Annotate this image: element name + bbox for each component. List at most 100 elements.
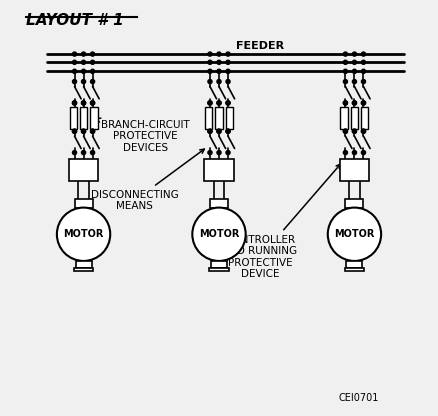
Circle shape — [208, 101, 212, 105]
Bar — [346, 198, 364, 208]
Circle shape — [217, 60, 221, 64]
Bar — [340, 159, 369, 181]
Circle shape — [343, 69, 347, 73]
Circle shape — [72, 60, 77, 64]
Circle shape — [192, 208, 246, 261]
Circle shape — [81, 52, 85, 56]
Bar — [211, 261, 227, 268]
Circle shape — [208, 79, 212, 84]
Bar — [69, 159, 98, 181]
Circle shape — [361, 129, 366, 133]
Bar — [90, 107, 98, 129]
Text: DISCONNECTING
MEANS: DISCONNECTING MEANS — [91, 149, 204, 211]
Circle shape — [226, 101, 230, 105]
Bar — [205, 107, 212, 129]
Bar — [215, 107, 223, 129]
Circle shape — [343, 129, 347, 133]
Circle shape — [361, 79, 366, 84]
Circle shape — [208, 151, 212, 155]
Circle shape — [72, 69, 77, 73]
Circle shape — [91, 52, 95, 56]
Circle shape — [208, 69, 212, 73]
Circle shape — [208, 129, 212, 133]
Circle shape — [353, 60, 357, 64]
Bar — [204, 159, 234, 181]
Circle shape — [361, 101, 366, 105]
Circle shape — [217, 101, 221, 105]
Circle shape — [353, 79, 357, 84]
Circle shape — [343, 151, 347, 155]
Text: MOTOR: MOTOR — [64, 229, 104, 239]
Circle shape — [353, 101, 357, 105]
Circle shape — [217, 129, 221, 133]
Circle shape — [226, 101, 230, 105]
Circle shape — [343, 129, 347, 133]
Circle shape — [91, 69, 95, 73]
Bar — [345, 268, 364, 271]
Circle shape — [72, 101, 77, 105]
Bar — [75, 261, 92, 268]
Circle shape — [361, 52, 366, 56]
Circle shape — [226, 129, 230, 133]
Circle shape — [91, 101, 95, 105]
Circle shape — [217, 129, 221, 133]
Circle shape — [81, 79, 85, 84]
Circle shape — [343, 79, 347, 84]
Circle shape — [91, 151, 95, 155]
Circle shape — [226, 69, 230, 73]
Circle shape — [343, 52, 347, 56]
Circle shape — [217, 151, 221, 155]
Circle shape — [72, 101, 77, 105]
Circle shape — [226, 151, 230, 155]
Circle shape — [72, 79, 77, 84]
Circle shape — [361, 69, 366, 73]
Circle shape — [72, 151, 77, 155]
Bar — [74, 268, 93, 271]
Circle shape — [353, 101, 357, 105]
Text: FEEDER: FEEDER — [236, 41, 284, 51]
Text: LAYOUT # 1: LAYOUT # 1 — [26, 13, 124, 28]
Circle shape — [208, 129, 212, 133]
Circle shape — [361, 60, 366, 64]
Circle shape — [91, 101, 95, 105]
Text: BRANCH-CIRCUIT
PROTECTIVE
DEVICES: BRANCH-CIRCUIT PROTECTIVE DEVICES — [95, 118, 190, 153]
Circle shape — [328, 208, 381, 261]
Circle shape — [81, 101, 85, 105]
Circle shape — [343, 60, 347, 64]
Bar — [209, 268, 229, 271]
Circle shape — [343, 101, 347, 105]
Bar — [346, 261, 363, 268]
Circle shape — [217, 79, 221, 84]
Circle shape — [353, 52, 357, 56]
Circle shape — [353, 129, 357, 133]
Circle shape — [343, 101, 347, 105]
Circle shape — [217, 69, 221, 73]
Bar — [351, 107, 358, 129]
Text: CONTROLLER
AND RUNNING
PROTECTIVE
DEVICE: CONTROLLER AND RUNNING PROTECTIVE DEVICE — [223, 164, 340, 280]
Circle shape — [91, 60, 95, 64]
Circle shape — [361, 151, 366, 155]
Circle shape — [81, 60, 85, 64]
Circle shape — [72, 129, 77, 133]
Bar — [340, 107, 348, 129]
Bar — [210, 198, 228, 208]
Circle shape — [353, 151, 357, 155]
Circle shape — [72, 129, 77, 133]
Circle shape — [57, 208, 110, 261]
Circle shape — [361, 129, 366, 133]
Circle shape — [217, 52, 221, 56]
Circle shape — [208, 52, 212, 56]
Circle shape — [81, 129, 85, 133]
Circle shape — [353, 69, 357, 73]
Circle shape — [72, 52, 77, 56]
Circle shape — [81, 101, 85, 105]
Circle shape — [91, 129, 95, 133]
Circle shape — [226, 60, 230, 64]
Text: CEI0701: CEI0701 — [339, 393, 379, 403]
Bar — [70, 107, 77, 129]
Circle shape — [81, 129, 85, 133]
Bar — [80, 107, 87, 129]
Circle shape — [353, 129, 357, 133]
Circle shape — [81, 151, 85, 155]
Bar — [74, 198, 92, 208]
